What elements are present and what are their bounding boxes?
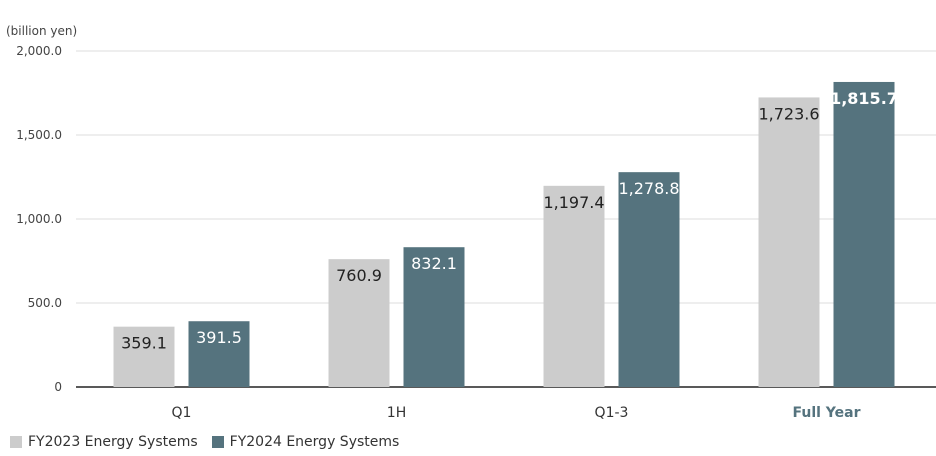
legend-swatch-fy2023 [10,436,22,448]
bar [403,247,465,387]
y-axis-unit-label: (billion yen) [6,24,78,38]
bar [543,185,605,387]
x-tick-label: 1H [387,405,406,421]
bar [188,321,250,387]
data-label: 760.9 [336,266,382,285]
legend-item-fy2024: FY2024 Energy Systems [211,434,400,450]
data-label: 1,278.8 [618,179,679,198]
data-label: 1,197.4 [543,193,604,212]
x-tick-label: Q1-3 [595,405,629,421]
y-tick-label: 0 [54,380,62,394]
legend-swatch-fy2024 [211,436,224,448]
bar [758,97,820,387]
bar [618,172,680,387]
legend-label-fy2023: FY2023 Energy Systems [28,434,198,450]
data-label: 832.1 [411,254,457,273]
y-tick-label: 2,000.0 [16,44,62,58]
y-tick-label: 500.0 [28,296,62,310]
x-tick-label: Q1 [172,405,192,421]
legend-label-fy2024: FY2024 Energy Systems [229,434,400,450]
bar [328,259,390,387]
chart-legend: FY2023 Energy Systems FY2024 Energy Syst… [10,434,399,450]
y-tick-label: 1,500.0 [16,128,62,142]
bar [833,81,895,387]
data-label: 1,815.7 [830,89,898,108]
x-tick-label: Full Year [792,405,860,421]
data-label: 391.5 [196,328,242,347]
legend-item-fy2023: FY2023 Energy Systems [10,434,198,450]
data-label: 359.1 [121,334,167,353]
y-tick-label: 1,000.0 [16,212,62,226]
data-label: 1,723.6 [758,104,819,123]
bar [113,326,175,387]
